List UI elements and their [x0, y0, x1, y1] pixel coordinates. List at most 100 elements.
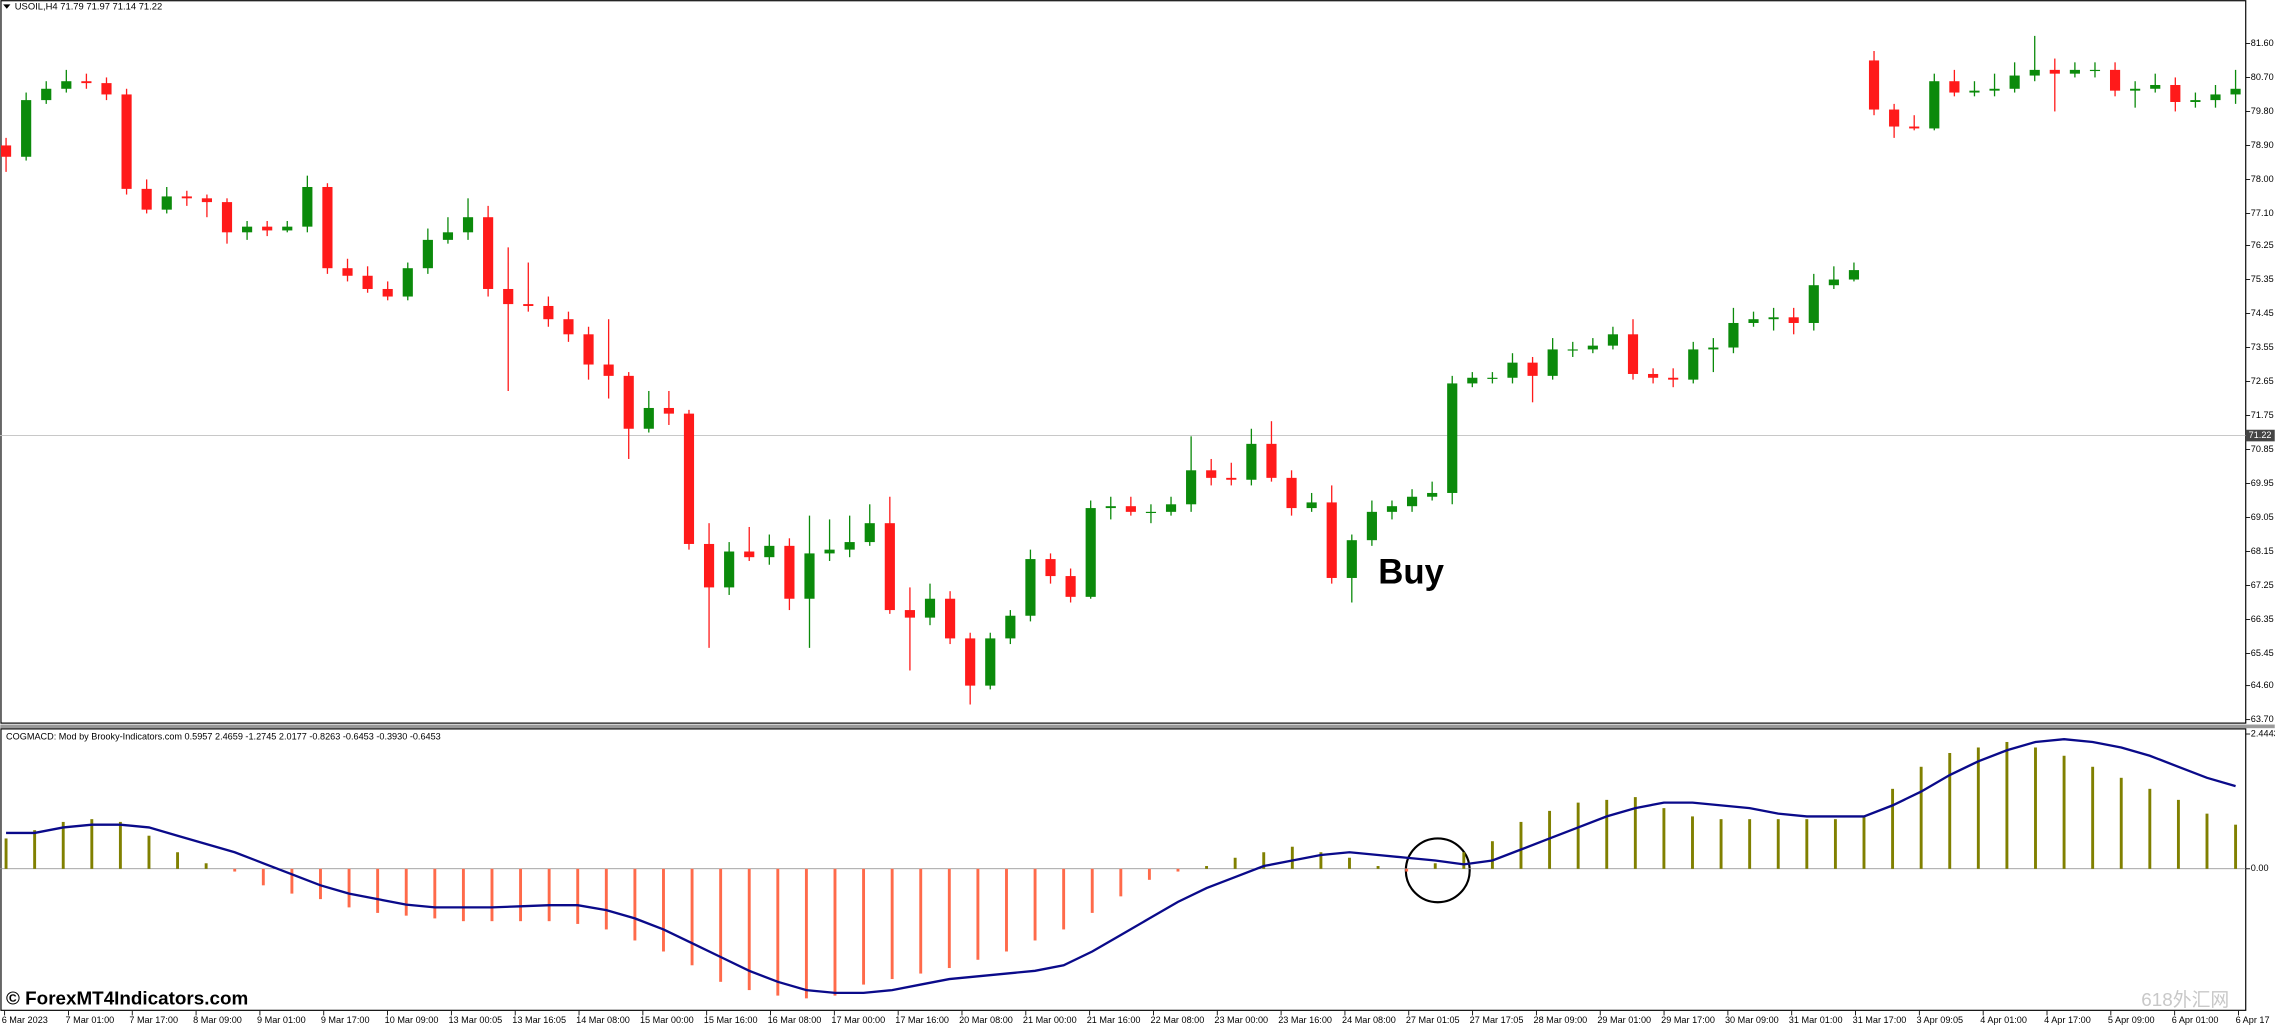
candle-body [844, 542, 855, 550]
candle-body [61, 81, 72, 89]
price-panel [0, 0, 2247, 724]
histogram-bar [804, 868, 808, 999]
candle-body [181, 196, 192, 199]
candle-body [543, 305, 554, 320]
histogram-bar [1348, 857, 1351, 869]
x-tick-label: 23 Mar 16:00 [1278, 1015, 1332, 1025]
histogram-bar [261, 868, 265, 886]
candle-body [2130, 88, 2141, 91]
histogram-bar [1548, 810, 1552, 869]
candle-body [904, 610, 915, 618]
candle-body [2109, 69, 2121, 91]
candle-body [1868, 60, 1880, 110]
histogram-bar [433, 868, 437, 919]
histogram-bar [776, 868, 780, 996]
histogram-bar [1805, 819, 1809, 869]
histogram-bar [1433, 863, 1437, 869]
collapse-icon[interactable] [3, 4, 11, 9]
x-tick-label: 6 Apr 01:00 [2172, 1015, 2219, 1025]
candle-body [864, 523, 875, 543]
histogram-bar [204, 863, 208, 869]
y-tick-label: 80.70 [2251, 72, 2274, 82]
watermark-2: 618外汇网 [2141, 989, 2229, 1010]
x-tick-label: 8 Mar 09:00 [193, 1015, 242, 1025]
histogram-bar [862, 868, 866, 985]
x-tick-label: 28 Mar 09:00 [1534, 1015, 1588, 1025]
histogram-bar [2119, 777, 2123, 869]
y-tick-label: 77.10 [2251, 208, 2274, 218]
histogram-bar [1462, 852, 1466, 869]
candle-body [503, 288, 514, 305]
candle-body [342, 268, 353, 276]
candle-body [2069, 69, 2080, 74]
x-tick-label: 14 Mar 08:00 [576, 1015, 630, 1025]
histogram-bar [1262, 852, 1266, 869]
x-tick-label: 15 Mar 00:00 [640, 1015, 694, 1025]
histogram-bar [1119, 868, 1123, 897]
candle-body [1989, 88, 2000, 91]
histogram-bar [1862, 816, 1866, 869]
histogram-bar [1748, 819, 1752, 869]
y-tick-label: 73.55 [2251, 342, 2274, 352]
x-tick-label: 5 Apr 09:00 [2108, 1015, 2155, 1025]
candle-body [402, 268, 413, 297]
candle-body [1567, 349, 1578, 351]
histogram-bar [633, 868, 637, 941]
x-tick-label: 15 Mar 16:00 [704, 1015, 758, 1025]
candle-body [1286, 477, 1297, 509]
x-tick-label: 31 Mar 17:00 [1853, 1015, 1907, 1025]
histogram-bar [1376, 866, 1380, 869]
histogram-bar [319, 868, 322, 900]
candle-body [1607, 334, 1618, 346]
histogram-bar [33, 830, 37, 869]
y-tick-label: 78.90 [2251, 140, 2274, 150]
histogram-bar [1976, 747, 1980, 869]
candle-body [764, 545, 775, 558]
candle-body [242, 226, 253, 233]
candle-body [1206, 470, 1217, 478]
candle-body [683, 413, 695, 544]
candle-body [1266, 443, 1277, 478]
candle-body [2190, 100, 2201, 102]
x-tick-label: 9 Mar 01:00 [257, 1015, 306, 1025]
candle-body [1045, 559, 1056, 577]
candle-body [1587, 345, 1598, 350]
candle-body [1346, 540, 1357, 578]
y-tick-label: 63.70 [2251, 714, 2274, 724]
histogram-bar [233, 868, 237, 872]
signal-line [6, 738, 2236, 995]
candle-body [1246, 443, 1257, 480]
candle-body [623, 375, 634, 429]
y-tick-label: 0.00 [2251, 863, 2269, 873]
candle-body [1487, 377, 1498, 379]
x-tick-label: 27 Mar 17:05 [1470, 1015, 1524, 1025]
histogram-bar [1233, 857, 1237, 869]
candle-body [1929, 81, 1940, 129]
candle-body [322, 186, 333, 269]
y-tick-label: 79.80 [2251, 106, 2274, 116]
watermark: © ForexMT4Indicators.com [6, 987, 248, 1008]
x-tick-label: 7 Mar 17:00 [129, 1015, 178, 1025]
histogram-bar [1205, 866, 1209, 869]
candle-body [2150, 84, 2161, 89]
candle-body [161, 196, 172, 210]
candle-body [1889, 109, 1900, 127]
histogram-bar [1919, 766, 1923, 869]
candle-body [1648, 373, 1659, 378]
candle-body [824, 549, 835, 554]
x-tick-label: 21 Mar 00:00 [1023, 1015, 1077, 1025]
y-tick-label: 76.25 [2251, 240, 2274, 250]
x-tick-label: 6 Mar 2023 [2, 1015, 48, 1025]
histogram-bar [1633, 797, 1637, 869]
panel-separator [0, 724, 2275, 729]
candle-body [1527, 362, 1538, 376]
candle-body [1728, 322, 1739, 348]
histogram-bar [1519, 821, 1523, 869]
histogram-bar [147, 835, 151, 869]
candle-body [1165, 504, 1177, 512]
candle-body [1447, 383, 1458, 493]
candle-body [1326, 502, 1337, 578]
histogram-bar [347, 868, 351, 908]
x-tick-label: 17 Mar 16:00 [895, 1015, 949, 1025]
candle-body [1125, 506, 1136, 512]
